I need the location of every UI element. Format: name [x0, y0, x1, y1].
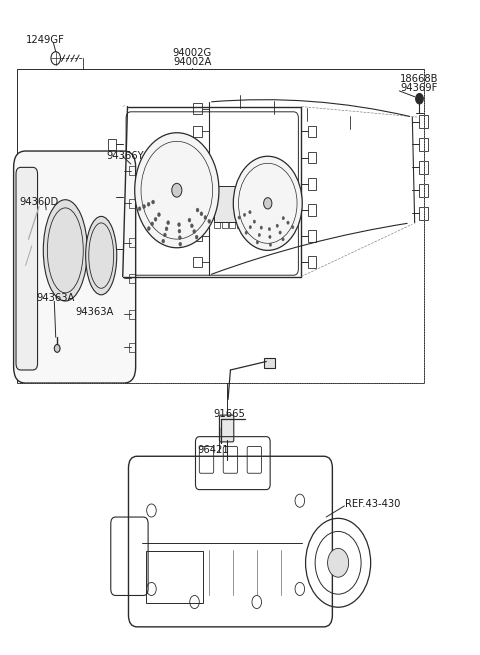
Ellipse shape [178, 223, 180, 227]
Ellipse shape [162, 239, 165, 243]
Ellipse shape [260, 226, 263, 229]
Ellipse shape [178, 229, 181, 233]
FancyBboxPatch shape [264, 358, 275, 368]
Ellipse shape [188, 218, 191, 222]
Ellipse shape [245, 231, 247, 234]
Ellipse shape [208, 219, 211, 223]
Ellipse shape [269, 243, 272, 246]
Ellipse shape [279, 231, 281, 234]
Ellipse shape [151, 222, 154, 226]
Ellipse shape [249, 225, 252, 229]
Ellipse shape [276, 224, 278, 227]
Ellipse shape [282, 238, 284, 241]
Ellipse shape [154, 217, 157, 221]
Ellipse shape [196, 208, 199, 212]
Ellipse shape [416, 94, 423, 104]
Ellipse shape [167, 221, 169, 225]
Ellipse shape [200, 212, 203, 215]
Ellipse shape [172, 183, 182, 197]
Ellipse shape [238, 216, 240, 219]
Text: 96421: 96421 [197, 445, 228, 455]
FancyBboxPatch shape [214, 185, 254, 221]
Ellipse shape [164, 233, 167, 237]
Ellipse shape [135, 133, 219, 248]
Ellipse shape [243, 214, 246, 217]
Ellipse shape [165, 227, 168, 231]
Ellipse shape [268, 227, 271, 231]
FancyBboxPatch shape [16, 168, 37, 370]
Ellipse shape [143, 204, 145, 208]
Text: 94363A: 94363A [75, 307, 113, 317]
Ellipse shape [147, 202, 150, 206]
Text: 1249GF: 1249GF [26, 35, 65, 45]
Ellipse shape [138, 207, 141, 211]
Ellipse shape [179, 242, 182, 246]
Ellipse shape [179, 236, 181, 240]
Ellipse shape [269, 235, 271, 238]
Ellipse shape [54, 345, 60, 352]
Ellipse shape [258, 233, 261, 236]
Ellipse shape [147, 227, 150, 231]
Text: REF.43-430: REF.43-430 [345, 499, 401, 509]
Ellipse shape [85, 216, 117, 295]
Ellipse shape [327, 548, 348, 577]
Ellipse shape [291, 225, 294, 229]
Text: 91665: 91665 [214, 409, 246, 419]
Text: 94366Y: 94366Y [106, 151, 144, 161]
Ellipse shape [191, 224, 193, 228]
Ellipse shape [233, 157, 302, 250]
Ellipse shape [152, 200, 155, 204]
Ellipse shape [193, 229, 196, 233]
Ellipse shape [282, 217, 285, 220]
Text: 94369F: 94369F [400, 83, 438, 93]
Ellipse shape [256, 241, 259, 244]
Text: 94363A: 94363A [36, 293, 75, 303]
Ellipse shape [287, 221, 289, 224]
Ellipse shape [249, 210, 251, 214]
FancyBboxPatch shape [219, 415, 234, 442]
Text: 94360D: 94360D [20, 197, 59, 207]
Text: 18668B: 18668B [400, 74, 439, 84]
Ellipse shape [157, 213, 160, 217]
Ellipse shape [264, 198, 272, 209]
FancyBboxPatch shape [13, 151, 136, 383]
Ellipse shape [253, 220, 255, 223]
Ellipse shape [204, 215, 207, 219]
Ellipse shape [195, 235, 198, 239]
Ellipse shape [43, 200, 87, 301]
Text: 94002G: 94002G [172, 48, 212, 58]
Text: 94002A: 94002A [173, 57, 211, 67]
